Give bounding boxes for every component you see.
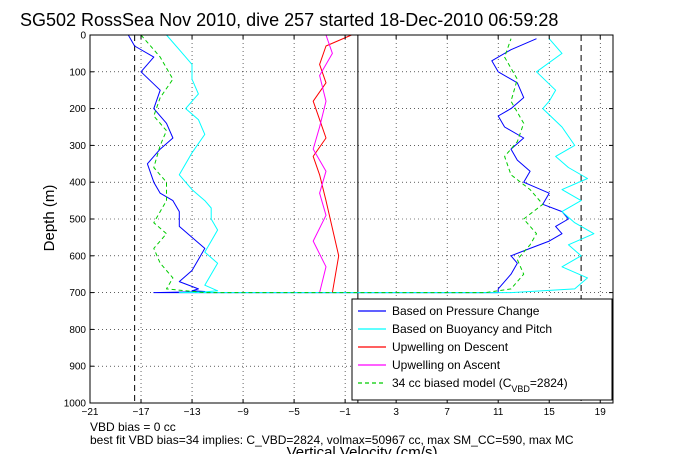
y-tick-label: 1000 — [64, 399, 87, 410]
x-tick-label: −5 — [288, 407, 300, 418]
x-tick-label: −1 — [339, 407, 351, 418]
y-tick-label: 100 — [69, 67, 86, 78]
x-tick-label: −21 — [82, 407, 99, 418]
legend-label: Based on Pressure Change — [392, 304, 540, 318]
x-tick-label: 15 — [544, 407, 556, 418]
legend-box — [351, 298, 613, 401]
y-tick-label: 400 — [69, 178, 86, 189]
x-tick-label: 3 — [393, 407, 399, 418]
series-line — [166, 34, 595, 294]
y-ticks: 0 100 200 300 400 500 600 700 800 900 1000 — [64, 31, 613, 410]
y-tick-label: 800 — [69, 325, 86, 336]
x-tick-label: −17 — [133, 407, 150, 418]
y-tick-label: 200 — [69, 104, 86, 115]
legend-label: Upwelling on Descent — [392, 340, 509, 354]
x-axis-label: Vertical Velocity (cm/s) — [287, 444, 438, 454]
series-layer — [127, 34, 595, 294]
x-tick-label: −13 — [184, 407, 201, 418]
chart-title: SG502 RossSea Nov 2010, dive 257 started… — [20, 10, 558, 30]
series-line — [312, 34, 333, 293]
series-line — [312, 34, 352, 293]
y-tick-label: 700 — [69, 288, 86, 299]
vbd-bias-note: VBD bias = 0 cc — [90, 420, 176, 434]
y-tick-label: 500 — [69, 215, 86, 226]
y-tick-label: 900 — [69, 362, 86, 373]
series-line — [140, 34, 544, 294]
x-ticks: −21 −17 −13 −9 −5 −1 3 7 11 15 19 — [82, 35, 607, 418]
x-tick-label: 11 — [493, 407, 504, 418]
legend: Based on Pressure Change Based on Buoyanc… — [351, 298, 613, 401]
x-tick-label: 19 — [595, 407, 607, 418]
series-line — [127, 34, 569, 294]
best-fit-note: best fit VBD bias=34 implies: C_VBD=2824… — [90, 433, 574, 447]
x-tick-label: 7 — [444, 407, 450, 418]
y-tick-label: 300 — [69, 141, 86, 152]
legend-label: Based on Buoyancy and Pitch — [392, 322, 552, 336]
y-axis-label: Depth (m) — [41, 185, 58, 252]
x-tick-label: −9 — [237, 407, 249, 418]
y-tick-label: 600 — [69, 251, 86, 262]
legend-label: Upwelling on Ascent — [392, 358, 501, 372]
y-tick-label: 0 — [80, 31, 86, 42]
